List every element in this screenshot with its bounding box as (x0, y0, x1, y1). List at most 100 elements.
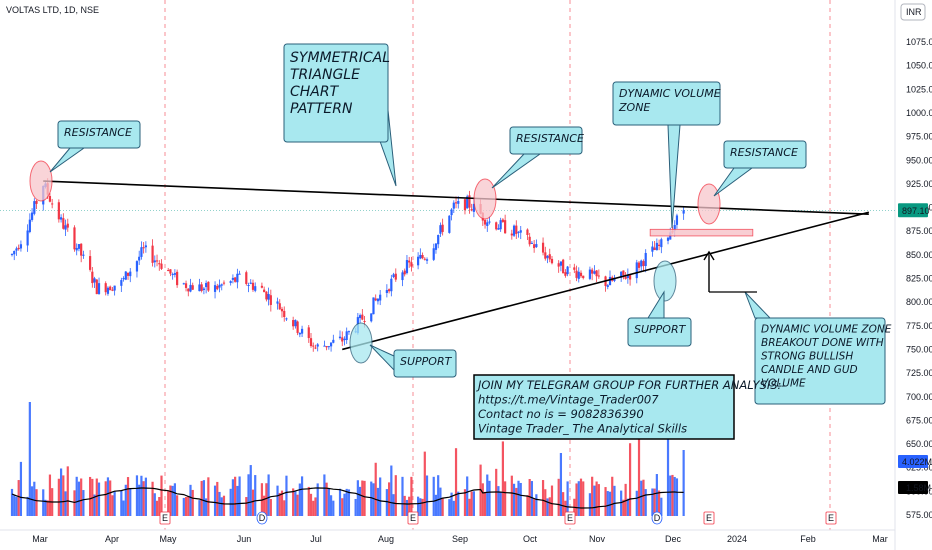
candle-body (176, 271, 179, 286)
volume-bar (280, 490, 284, 516)
candle-body (582, 275, 585, 279)
volume-bar (325, 482, 328, 516)
volume-bar (171, 485, 174, 516)
candle-body (327, 346, 330, 348)
breakout-note-callout-text-2: STRONG BULLISH (761, 351, 853, 363)
event-marker (651, 511, 663, 525)
candle-body (35, 200, 38, 204)
candle-body (608, 276, 612, 286)
candle-body (666, 237, 670, 241)
volume-bar (265, 483, 268, 516)
event-marker-label: E (706, 513, 712, 523)
volume-bar (33, 481, 36, 516)
candle-body (403, 270, 406, 275)
volume-bar (510, 475, 513, 516)
candle-body (620, 271, 623, 278)
candle-body (423, 258, 426, 260)
time-axis: Mar Apr May Jun Jul Aug Sep Oct Nov Dec 2024 Feb Mar (32, 534, 888, 544)
volume-bar (392, 494, 395, 516)
volume-bar (332, 500, 335, 516)
candle-body (140, 247, 143, 257)
volume-bar (564, 500, 567, 516)
volume-zone-callout-box (612, 81, 721, 126)
breakout-note-callout-pointer (744, 291, 772, 319)
candle-body (385, 290, 388, 293)
volume-bar (309, 493, 313, 516)
volume-bar (167, 491, 170, 516)
candle-body (660, 239, 663, 248)
volume-bar (122, 500, 125, 516)
volume-ma-line (11, 487, 684, 509)
volume-bar (651, 488, 654, 516)
time-tick-label: Aug (378, 534, 394, 544)
volume-bar (557, 478, 560, 516)
volume-bar (410, 476, 413, 516)
volume-bar (437, 475, 440, 516)
candle-body (472, 203, 475, 212)
support-1-callout-box (393, 349, 457, 378)
volume-bar (327, 488, 330, 516)
candle-body (80, 243, 83, 256)
volume-bar (374, 462, 377, 516)
contact-line: Contact no is = 9082836390 (478, 407, 644, 421)
volume-bar (673, 476, 676, 516)
candle-body (358, 315, 362, 319)
candle-body (113, 285, 116, 291)
volume-bar (155, 500, 159, 516)
breakout-note-callout-text-1: BREAKOUT DONE WITH (761, 337, 884, 349)
volume-bar (66, 466, 69, 516)
candle-body (544, 252, 547, 259)
volume-bar (626, 498, 629, 516)
candle-body (450, 209, 453, 216)
volume-bar (80, 478, 83, 516)
volume-bar (263, 495, 266, 516)
candle-body (675, 215, 679, 225)
candle-body (341, 337, 344, 342)
resistance-2-callout-pointer (491, 153, 542, 189)
candle-body (372, 297, 375, 315)
event-marker (703, 511, 715, 525)
volume-bar (10, 488, 14, 516)
quarter-separators (164, 0, 831, 530)
candle-body (120, 280, 123, 286)
candle-body (628, 275, 632, 280)
candle-body (325, 346, 328, 348)
time-tick-label: Feb (800, 534, 816, 544)
volume-bar (249, 465, 252, 516)
candle-body (167, 270, 170, 272)
volume-bar (111, 495, 114, 516)
volume-bar (606, 491, 609, 516)
volume-bar (176, 495, 179, 516)
candle-body (111, 289, 114, 291)
volume-bar (294, 491, 297, 516)
contact-line: Vintage Trader_ The Analytical Skills (478, 422, 687, 436)
candle-body (682, 210, 685, 214)
candle-body (613, 278, 616, 281)
candle-body (379, 294, 382, 301)
candle-body (510, 233, 513, 236)
candle-body (216, 285, 219, 290)
breakout-note-callout-box (754, 317, 886, 405)
volume-bar (104, 481, 107, 516)
resistance-3-callout-box (723, 140, 807, 169)
candle-body (439, 225, 442, 234)
candle-body (260, 285, 264, 288)
candle-body (457, 201, 460, 204)
time-tick-label: Sep (452, 534, 468, 544)
candle-body (13, 250, 16, 255)
volume-bar (296, 494, 299, 516)
volume-bar (403, 495, 406, 516)
volume-bar (613, 485, 616, 516)
candle-body (332, 339, 335, 343)
volume-bar (95, 478, 98, 516)
event-marker-label: E (567, 513, 573, 523)
candle-body (138, 256, 141, 261)
time-tick-label: Mar (32, 534, 48, 544)
resistance-3-callout-pointer (713, 167, 754, 197)
time-tick-label: Nov (589, 534, 606, 544)
contact-line: https://t.me/Vintage_Trader007 (478, 393, 659, 407)
candle-body (655, 242, 658, 251)
